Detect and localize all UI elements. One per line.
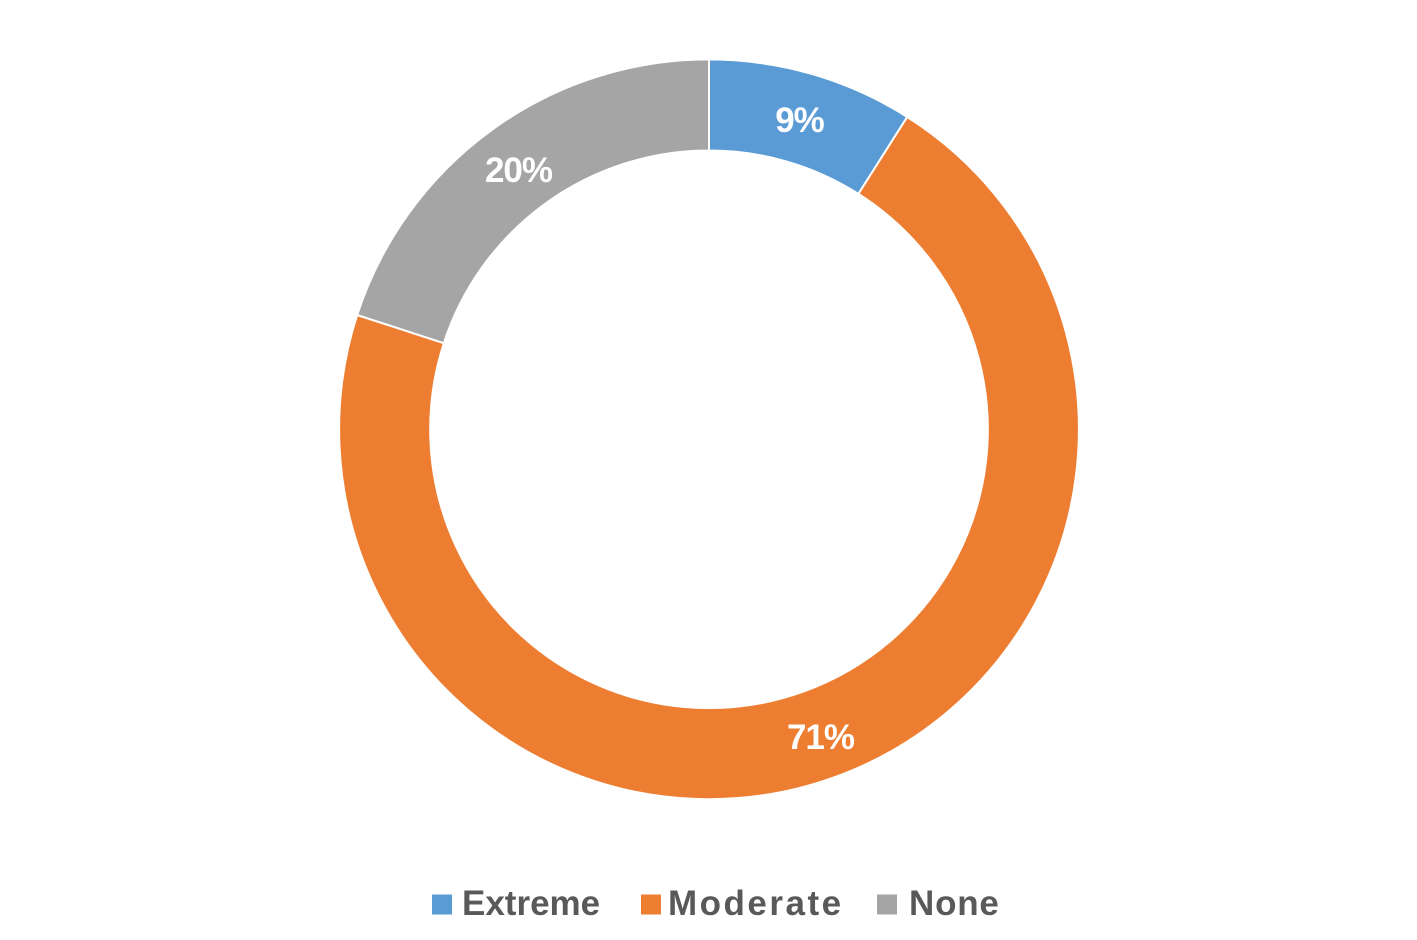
svg-text:71%: 71%: [787, 718, 855, 757]
svg-text:None: None: [909, 884, 1000, 923]
svg-text:20%: 20%: [485, 151, 553, 190]
svg-text:Extreme: Extreme: [462, 884, 600, 923]
svg-text:9%: 9%: [775, 101, 824, 140]
svg-text:Moderate: Moderate: [668, 884, 844, 923]
